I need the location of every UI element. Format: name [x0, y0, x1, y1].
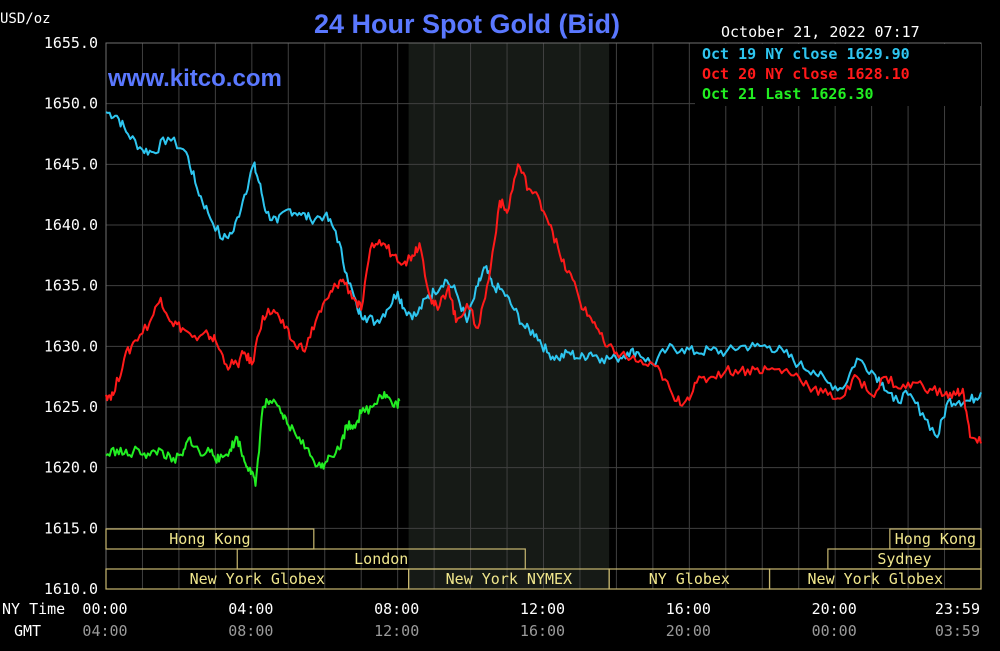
- chart-timestamp: October 21, 2022 07:17: [721, 23, 920, 41]
- unit-label: USD/oz: [0, 11, 51, 27]
- y-tick-label-5: 1630.0: [44, 337, 98, 355]
- session-label-4: New York Globex: [190, 570, 325, 588]
- x-tick-ny-3: 12:00: [520, 600, 565, 618]
- y-tick-label-1: 1650.0: [44, 95, 98, 113]
- session-label-2: London: [354, 550, 408, 568]
- x-tick-gmt-4: 20:00: [666, 622, 711, 640]
- price-series: [105, 111, 982, 487]
- site-watermark: www.kitco.com: [107, 65, 282, 92]
- x-tick-ny-5: 20:00: [812, 600, 857, 618]
- x-tick-gmt-2: 12:00: [374, 622, 419, 640]
- x-tick-ny-6: 23:59: [935, 600, 980, 618]
- x-tick-gmt-3: 16:00: [520, 622, 565, 640]
- session-box-0: [105, 528, 315, 550]
- x-tick-ny-0: 00:00: [82, 600, 127, 618]
- series-line-oct-20: [105, 163, 982, 444]
- legend: Oct 19 NY close 1629.90 Oct 20 NY close …: [695, 44, 981, 106]
- chart-title: 24 Hour Spot Gold (Bid): [314, 9, 620, 39]
- y-tick-label-6: 1625.0: [44, 398, 98, 416]
- series-line-oct-21: [105, 391, 401, 487]
- legend-oct21: Oct 21 Last 1626.30: [702, 85, 874, 103]
- x-axis: 00:00 04:00 08:00 12:00 16:00 20:00 23:59 04:00…: [82, 600, 980, 640]
- session-box-7: [768, 568, 982, 590]
- nymex-shade-layer: [408, 43, 610, 589]
- x-tick-ny-1: 04:00: [228, 600, 273, 618]
- y-tick-label-4: 1635.0: [44, 277, 98, 295]
- y-tick-label-3: 1640.0: [44, 216, 98, 234]
- gmt-label: GMT: [14, 622, 41, 640]
- x-tick-ny-2: 08:00: [374, 600, 419, 618]
- session-label-1: Hong Kong: [895, 530, 976, 548]
- nymex-session-shade: [408, 43, 610, 589]
- y-tick-label-8: 1615.0: [44, 519, 98, 537]
- y-tick-label-0: 1655.0: [44, 34, 98, 52]
- session-label-7: New York Globex: [808, 570, 943, 588]
- trading-sessions: Hong Kong Hong Kong London Sydney New York G…: [105, 528, 982, 590]
- session-label-6: NY Globex: [649, 570, 730, 588]
- y-tick-label-9: 1610.0: [44, 580, 98, 598]
- y-tick-label-7: 1620.0: [44, 459, 98, 477]
- x-tick-gmt-6: 03:59: [935, 622, 980, 640]
- session-label-0: Hong Kong: [169, 530, 250, 548]
- legend-oct20: Oct 20 NY close 1628.10: [702, 65, 910, 83]
- series-line-oct-19: [105, 111, 982, 439]
- y-axis: 1655.0 1650.0 1645.0 1640.0 1635.0 1630.0 1625…: [44, 34, 98, 598]
- session-label-5: New York NYMEX: [446, 570, 572, 588]
- x-tick-gmt-0: 04:00: [82, 622, 127, 640]
- y-tick-label-2: 1645.0: [44, 155, 98, 173]
- x-tick-gmt-5: 00:00: [812, 622, 857, 640]
- session-label-3: Sydney: [877, 550, 931, 568]
- ny-time-label: NY Time: [2, 600, 65, 618]
- legend-oct19: Oct 19 NY close 1629.90: [702, 45, 910, 63]
- x-tick-gmt-1: 08:00: [228, 622, 273, 640]
- x-tick-ny-4: 16:00: [666, 600, 711, 618]
- legend-box: [695, 44, 981, 106]
